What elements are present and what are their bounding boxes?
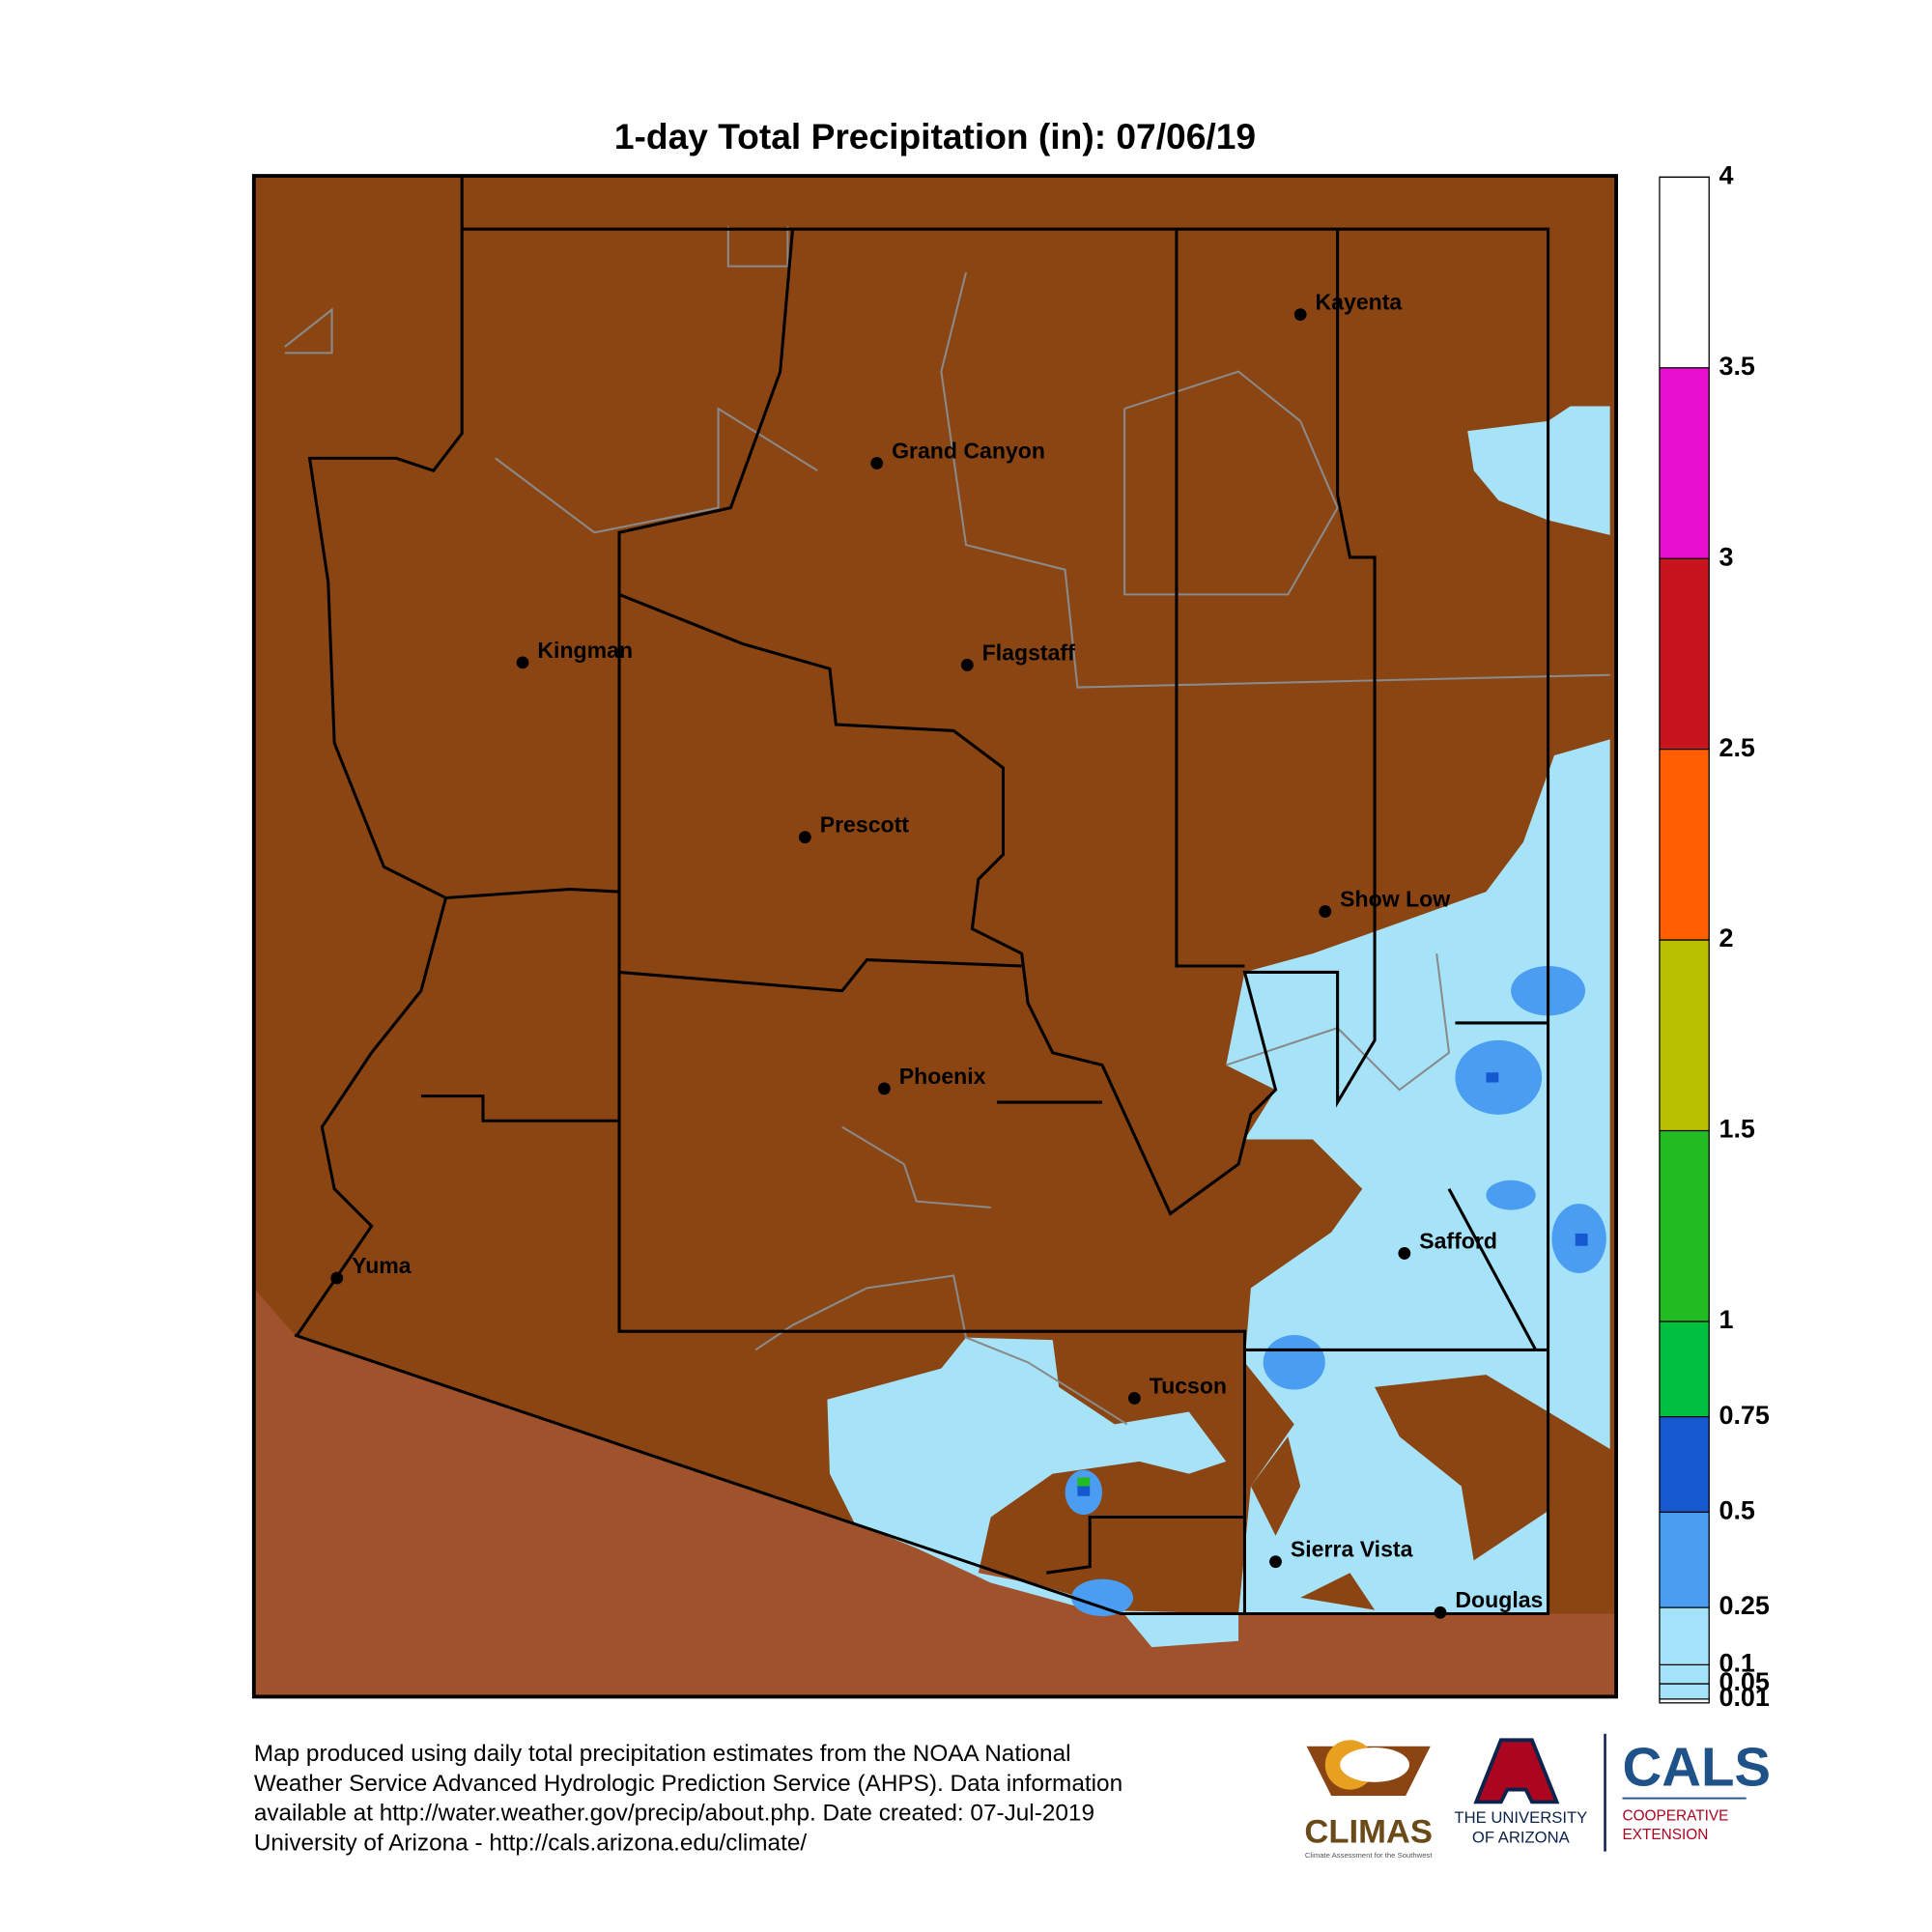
city-label: Kayenta: [1316, 290, 1403, 315]
colorbar-band: [1659, 1416, 1710, 1513]
colorbar-band: [1659, 558, 1710, 750]
colorbar-band: [1659, 749, 1710, 941]
logo-text: COOPERATIVE: [1622, 1808, 1728, 1825]
colorbar-band: [1659, 1512, 1710, 1608]
colorbar-band: [1659, 177, 1710, 368]
city-label: Prescott: [820, 812, 910, 838]
colorbar-label: 1.5: [1719, 1115, 1754, 1144]
colorbar-label: 1: [1719, 1305, 1733, 1334]
city-label: Tucson: [1150, 1373, 1227, 1398]
logos: CLIMAS Climate Assessment for the Southw…: [1304, 1733, 1771, 1860]
map-frame: [251, 174, 1618, 1699]
colorbar-label: 3: [1719, 542, 1733, 571]
footer: Map produced using daily total precipita…: [254, 1741, 1122, 1856]
city-label: Douglas: [1455, 1587, 1543, 1612]
logo-text: Climate Assessment for the Southwest: [1305, 1851, 1433, 1860]
colorbar-band: [1659, 1130, 1710, 1321]
footer-line: Map produced using daily total precipita…: [254, 1741, 1071, 1767]
city-label: Flagstaff: [982, 639, 1075, 665]
boundary-county: [294, 176, 1550, 1616]
city-label: Grand Canyon: [892, 438, 1045, 463]
colorbar-label: 4: [1719, 160, 1733, 189]
logo-text: CLIMAS: [1304, 1814, 1433, 1851]
colorbar-label: 0.75: [1719, 1401, 1769, 1430]
colorbar-label: 3.5: [1719, 352, 1754, 381]
colorbar-band: [1659, 1664, 1710, 1685]
colorbar-label: 2.5: [1719, 733, 1754, 762]
logo-text: OF ARIZONA: [1472, 1829, 1571, 1847]
map-title: 1-day Total Precipitation (in): 07/06/19: [614, 116, 1256, 156]
colorbar: 4 3.5 3 2.5 2 1.5 1 0.75 0.5 0.25 0.10.050.01: [1659, 160, 1770, 1712]
city-label: Yuma: [352, 1253, 412, 1278]
colorbar-label: 0.05: [1719, 1667, 1769, 1696]
colorbar-band: [1659, 940, 1710, 1131]
city-label: Safford: [1419, 1228, 1497, 1253]
city-label: Kingman: [537, 638, 633, 663]
colorbar-band: [1659, 1607, 1710, 1665]
precip-heavy: [1077, 1072, 1588, 1496]
logo-text: THE UNIVERSITY: [1454, 1808, 1587, 1827]
city-label: Sierra Vista: [1291, 1537, 1413, 1562]
colorbar-band: [1659, 1684, 1710, 1699]
colorbar-label: 0.5: [1719, 1495, 1754, 1524]
city-label: Show Low: [1340, 886, 1450, 911]
boundary-gray: [284, 226, 1610, 1426]
logo-text: EXTENSION: [1622, 1827, 1708, 1843]
colorbar-label: 2: [1719, 923, 1733, 952]
precip-high: [1077, 1477, 1091, 1487]
footer-line: available at http://water.weather.gov/pr…: [254, 1801, 1094, 1827]
colorbar-label: 0.25: [1719, 1591, 1769, 1620]
footer-line: University of Arizona - http://cals.ariz…: [254, 1830, 808, 1856]
city-label: Phoenix: [899, 1064, 986, 1089]
colorbar-band: [1659, 1321, 1710, 1417]
footer-line: Weather Service Advanced Hydrologic Pred…: [254, 1771, 1122, 1797]
colorbar-label: 0.1: [1719, 1648, 1754, 1677]
colorbar-band: [1659, 367, 1710, 559]
mexico: [253, 1288, 1617, 1697]
colorbar-label: 0.01: [1719, 1683, 1769, 1712]
cities: Kayenta Grand Canyon Kingman Flagstaff P…: [330, 290, 1543, 1619]
map: Kayenta Grand Canyon Kingman Flagstaff P…: [251, 174, 1618, 1699]
logo-text: CALS: [1622, 1737, 1771, 1798]
